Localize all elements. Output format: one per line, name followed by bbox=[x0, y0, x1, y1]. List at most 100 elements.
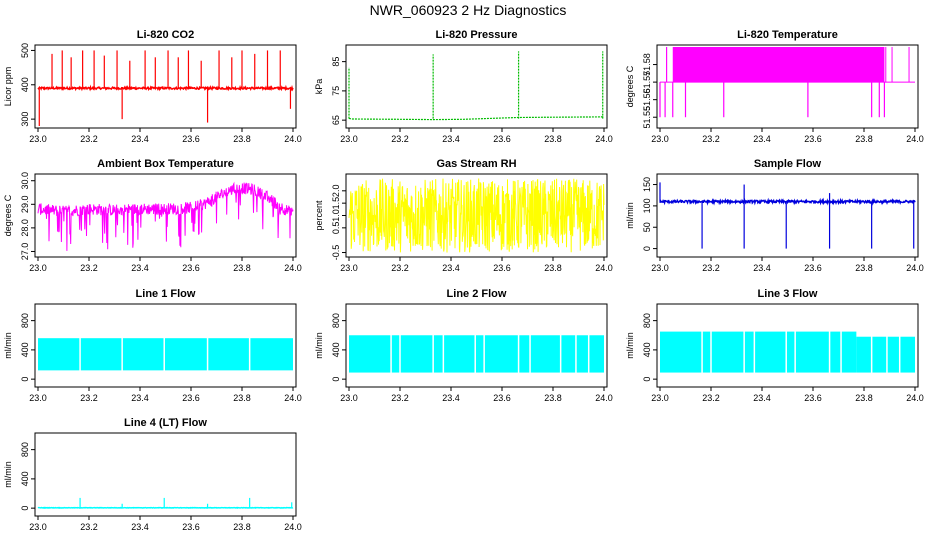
chart-panel-5: Gas Stream RH percent 23.0 23.2 23.4 23.6 23.8… bbox=[314, 158, 613, 273]
series-fill bbox=[38, 338, 293, 371]
chart-panel-6: Sample Flow ml/min 23.0 23.2 23.4 23.6 23.8 24.… bbox=[625, 158, 924, 273]
x-tick-label: 24.0 bbox=[906, 134, 924, 144]
y-tick-label: 29.0 bbox=[20, 196, 30, 214]
x-tick-label: 23.2 bbox=[702, 393, 720, 403]
x-tick-label: 23.0 bbox=[29, 134, 47, 144]
y-tick-label: 800 bbox=[642, 313, 652, 328]
series-line bbox=[37, 181, 294, 251]
x-tick-label: 23.4 bbox=[753, 263, 771, 273]
y-tick-label: 800 bbox=[20, 313, 30, 328]
y-tick-label: 0.5 bbox=[331, 222, 341, 235]
y-tick-label: 300 bbox=[20, 112, 30, 127]
y-tick-label: 800 bbox=[20, 442, 30, 457]
x-tick-label: 23.6 bbox=[493, 393, 511, 403]
y-tick-label: 0 bbox=[642, 377, 652, 382]
y-tick-label: 27.0 bbox=[20, 243, 30, 261]
chart-main-title: NWR_060923 2 Hz Diagnostics bbox=[369, 2, 567, 18]
x-tick-label: 23.4 bbox=[131, 393, 149, 403]
y-tick-label: 400 bbox=[642, 342, 652, 357]
x-tick-label: 23.0 bbox=[29, 522, 47, 532]
y-axis-label: percent bbox=[314, 200, 324, 231]
x-tick-label: 24.0 bbox=[906, 393, 924, 403]
series-fill bbox=[856, 336, 915, 373]
series-fill bbox=[660, 331, 857, 373]
chart-panel-9: Line 3 Flow ml/min 23.0 23.2 23.4 23.6 23.8 24.… bbox=[625, 288, 924, 403]
y-tick-label: 400 bbox=[20, 471, 30, 486]
x-tick-label: 23.0 bbox=[29, 263, 47, 273]
x-tick-label: 23.6 bbox=[493, 263, 511, 273]
x-tick-label: 23.4 bbox=[131, 263, 149, 273]
chart-title: Li-820 CO2 bbox=[137, 29, 194, 41]
y-tick-label: 0 bbox=[642, 246, 652, 251]
y-tick-label: 51.56 bbox=[642, 88, 652, 111]
x-tick-label: 23.2 bbox=[702, 134, 720, 144]
plot-frame bbox=[345, 44, 608, 129]
x-tick-label: 24.0 bbox=[906, 263, 924, 273]
series-line bbox=[348, 178, 605, 253]
x-tick-label: 24.0 bbox=[595, 393, 613, 403]
y-axis-label: ml/min bbox=[625, 332, 635, 359]
y-tick-label: 0 bbox=[20, 506, 30, 511]
chart-panel-2: Li-820 Pressure kPa 23.0 23.2 23.4 23.6 23.8 24… bbox=[314, 29, 613, 144]
plot-frame bbox=[656, 173, 919, 258]
series-fill bbox=[349, 335, 604, 373]
y-tick-label: 400 bbox=[20, 77, 30, 92]
x-tick-label: 23.0 bbox=[340, 263, 358, 273]
y-tick-label: -0.5 bbox=[331, 245, 341, 261]
chart-title: Li-820 Temperature bbox=[737, 29, 838, 41]
x-tick-label: 23.8 bbox=[855, 263, 873, 273]
chart-panel-1: Li-820 CO2 Licor ppm 23.0 23.2 23.4 23.6 23.8 2… bbox=[3, 29, 302, 144]
chart-panel-8: Line 2 Flow ml/min 23.0 23.2 23.4 23.6 23.8 24.… bbox=[314, 288, 613, 403]
x-tick-label: 23.2 bbox=[80, 263, 98, 273]
chart-title: Line 1 Flow bbox=[136, 288, 196, 300]
plot-frame bbox=[345, 303, 608, 388]
y-axis-label: ml/min bbox=[625, 202, 635, 229]
x-tick-label: 23.8 bbox=[233, 522, 251, 532]
plot-frame bbox=[34, 173, 297, 258]
chart-title: Gas Stream RH bbox=[436, 158, 516, 170]
y-tick-label: 0 bbox=[331, 377, 341, 382]
y-tick-label: 100 bbox=[642, 198, 652, 213]
chart-title: Line 2 Flow bbox=[447, 288, 507, 300]
x-tick-label: 23.4 bbox=[753, 134, 771, 144]
y-tick-label: 1.0 bbox=[331, 209, 341, 222]
chart-panel-7: Line 1 Flow ml/min 23.0 23.2 23.4 23.6 23.8 24.… bbox=[3, 288, 302, 403]
plot-frame bbox=[34, 44, 297, 129]
x-tick-label: 23.2 bbox=[391, 393, 409, 403]
y-axis-label: kPa bbox=[314, 79, 324, 95]
y-axis-label: ml/min bbox=[3, 461, 13, 488]
x-tick-label: 24.0 bbox=[284, 522, 302, 532]
chart-panel-3: Li-820 Temperature degrees C 23.0 23.2 23.4 2… bbox=[625, 29, 924, 144]
x-tick-label: 23.8 bbox=[544, 393, 562, 403]
chart-title: Sample Flow bbox=[754, 158, 822, 170]
x-tick-label: 24.0 bbox=[284, 134, 302, 144]
series-line bbox=[659, 197, 916, 206]
x-tick-label: 23.0 bbox=[651, 393, 669, 403]
y-tick-label: 51.55 bbox=[642, 106, 652, 129]
x-tick-label: 23.6 bbox=[804, 393, 822, 403]
plot-frame bbox=[656, 303, 919, 388]
y-tick-label: 85 bbox=[331, 57, 341, 67]
plot-frame bbox=[656, 44, 919, 129]
x-tick-label: 23.0 bbox=[29, 393, 47, 403]
chart-panel-4: Ambient Box Temperature degrees C 23.0 23.2… bbox=[3, 158, 302, 273]
x-tick-label: 23.4 bbox=[442, 393, 460, 403]
series-line bbox=[348, 116, 605, 121]
x-tick-label: 23.8 bbox=[233, 393, 251, 403]
x-tick-label: 23.4 bbox=[442, 263, 460, 273]
x-tick-label: 23.2 bbox=[80, 134, 98, 144]
y-tick-label: 150 bbox=[642, 177, 652, 192]
x-tick-label: 23.2 bbox=[80, 393, 98, 403]
chart-panel-10: Line 4 (LT) Flow ml/min 23.0 23.2 23.4 23.6 23… bbox=[3, 417, 302, 532]
x-tick-label: 24.0 bbox=[595, 134, 613, 144]
x-tick-label: 23.8 bbox=[233, 263, 251, 273]
x-tick-label: 23.0 bbox=[340, 393, 358, 403]
chart-title: Ambient Box Temperature bbox=[97, 158, 234, 170]
x-tick-label: 24.0 bbox=[284, 393, 302, 403]
x-tick-label: 23.2 bbox=[391, 134, 409, 144]
y-tick-label: 400 bbox=[331, 342, 341, 357]
y-tick-label: 1.5 bbox=[331, 197, 341, 210]
x-tick-label: 23.8 bbox=[855, 134, 873, 144]
y-tick-label: 51.58 bbox=[642, 53, 652, 76]
